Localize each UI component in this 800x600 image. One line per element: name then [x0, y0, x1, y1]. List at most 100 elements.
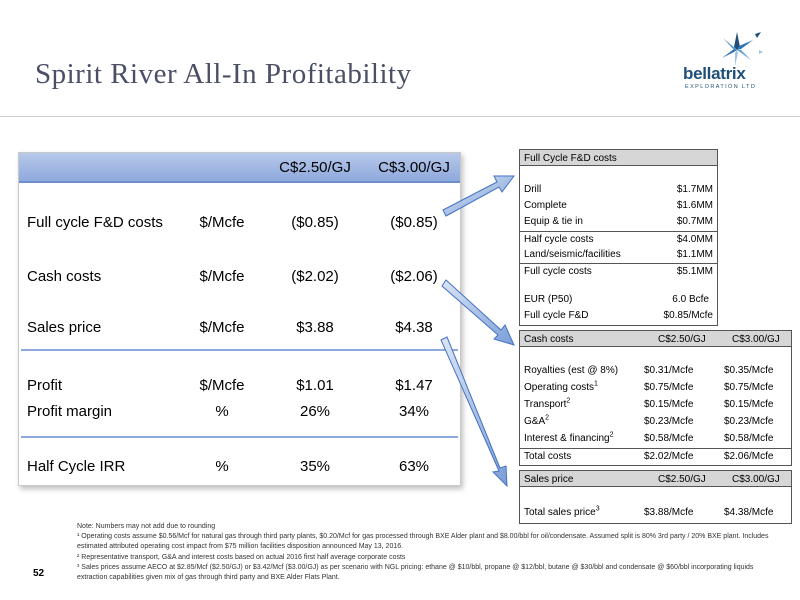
- row-value-2-50: 26%: [299, 403, 331, 420]
- column-header-3-00: C$3.00/GJ: [732, 474, 780, 485]
- footnote-marker: 2: [566, 397, 571, 405]
- row-value-2-50: $1.01: [296, 377, 334, 394]
- row-value-3-00: $0.23/Mcfe: [724, 416, 774, 427]
- row-label: Total sales price3: [524, 505, 600, 518]
- row-unit: $/Mcfe: [199, 319, 245, 336]
- fd-costs-header: Full Cycle F&D costs: [520, 150, 717, 166]
- row-label: Half cycle costs: [524, 234, 594, 245]
- row-label: Royalties (est @ 8%): [524, 365, 619, 376]
- row-label-text: Operating costs: [524, 382, 595, 393]
- row-value-3-00: ($0.85): [390, 214, 438, 231]
- footnote-marker: 2: [545, 414, 550, 422]
- cash-costs-table: Cash costs C$2.50/GJ C$3.00/GJ Royalties…: [519, 330, 792, 466]
- row-label-text: Transport: [524, 399, 567, 410]
- footnote-2: ² Representative transport, G&A and inte…: [77, 553, 406, 561]
- row-divider: [520, 448, 791, 449]
- row-label: EUR (P50): [524, 294, 573, 305]
- table-row: Transport2 $0.15/Mcfe $0.15/Mcfe: [520, 398, 791, 412]
- row-label: Total costs: [524, 451, 572, 462]
- row-value-3-00: $4.38/Mcfe: [724, 507, 774, 518]
- table-row: EUR (P50) 6.0 Bcfe: [520, 293, 717, 307]
- row-label: Interest & financing2: [524, 431, 614, 444]
- row-unit: $/Mcfe: [199, 377, 245, 394]
- row-value-2-50: $2.02/Mcfe: [644, 451, 694, 462]
- row-label: Full cycle F&D costs: [27, 214, 163, 231]
- profitability-table-header: C$2.50/GJ C$3.00/GJ: [19, 153, 460, 183]
- row-value: $0.7MM: [676, 216, 713, 227]
- row-label: Profit margin: [27, 403, 113, 420]
- column-header-3-00: C$3.00/GJ: [732, 334, 780, 345]
- row-value-2-50: $3.88/Mcfe: [644, 507, 694, 518]
- table-row: Total sales price3 $3.88/Mcfe $4.38/Mcfe: [520, 506, 791, 520]
- sales-price-title: Sales price: [524, 474, 574, 485]
- table-row: Operating costs1 $0.75/Mcfe $0.75/Mcfe: [520, 381, 791, 395]
- row-value: $1.6MM: [676, 200, 713, 211]
- logo-subtitle: EXPLORATION LTD: [685, 84, 757, 90]
- row-value-2-50: $3.88: [296, 319, 334, 336]
- star-logo-icon: [722, 32, 763, 66]
- row-label-text: Total sales price: [524, 507, 596, 518]
- title-divider: [0, 116, 800, 117]
- row-value-3-00: $2.06/Mcfe: [724, 451, 774, 462]
- row-label: Full cycle costs: [524, 266, 592, 277]
- row-value-3-00: $4.38: [395, 319, 433, 336]
- row-value-3-00: ($2.06): [390, 268, 438, 285]
- row-value-3-00: $0.75/Mcfe: [724, 382, 774, 393]
- table-row: G&A2 $0.23/Mcfe $0.23/Mcfe: [520, 415, 791, 429]
- row-label: Sales price: [27, 319, 102, 336]
- sales-price-table: Sales price C$2.50/GJ C$3.00/GJ Total sa…: [519, 470, 792, 524]
- company-logo: bellatrix EXPLORATION LTD: [677, 28, 777, 98]
- row-value-2-50: ($0.85): [291, 214, 339, 231]
- row-value: $1.1MM: [676, 249, 713, 260]
- row-value-2-50: $0.15/Mcfe: [644, 399, 694, 410]
- table-row: Land/seismic/facilities $1.1MM: [520, 248, 717, 262]
- fd-costs-title: Full Cycle F&D costs: [524, 153, 617, 164]
- row-value-2-50: $0.23/Mcfe: [644, 416, 694, 427]
- fd-costs-table: Full Cycle F&D costs Drill $1.7MM Complet…: [519, 149, 718, 326]
- column-header-2-50: C$2.50/GJ: [658, 334, 706, 345]
- row-divider: [520, 231, 717, 232]
- page-number: 52: [33, 568, 45, 579]
- row-value-3-00: $0.15/Mcfe: [724, 399, 774, 410]
- footnote-1: ¹ Operating costs assume $0.56/Mcf for n…: [77, 533, 769, 551]
- row-label: Land/seismic/facilities: [524, 249, 621, 260]
- table-row: Complete $1.6MM: [520, 199, 717, 213]
- row-value: $0.85/Mcfe: [663, 310, 713, 321]
- row-label: Drill: [524, 184, 542, 195]
- row-value-2-50: $0.31/Mcfe: [644, 365, 694, 376]
- profitability-table: C$2.50/GJ C$3.00/GJ Full cycle F&D costs…: [18, 152, 461, 486]
- row-unit: $/Mcfe: [199, 268, 245, 285]
- row-label: Equip & tie in: [524, 216, 583, 227]
- row-label: Operating costs1: [524, 381, 598, 393]
- row-value-2-50: $0.75/Mcfe: [644, 382, 694, 393]
- footnote-3: ³ Sales prices assume AECO at $2.85/Mcf …: [77, 563, 754, 582]
- row-value-3-00: 63%: [398, 458, 430, 475]
- footnote-marker: 3: [595, 505, 600, 513]
- row-label: Transport2: [524, 397, 571, 410]
- row-label: Half Cycle IRR: [27, 458, 126, 475]
- row-value-2-50: 35%: [299, 458, 331, 475]
- table-row: Royalties (est @ 8%) $0.31/Mcfe $0.35/Mcfe: [520, 364, 791, 378]
- table-row: Interest & financing2 $0.58/Mcfe $0.58/Mcf…: [520, 432, 791, 446]
- row-label-text: G&A: [524, 416, 546, 427]
- row-value-2-50: $0.58/Mcfe: [644, 433, 694, 444]
- row-value: $1.7MM: [676, 184, 713, 195]
- footnotes: Note: Numbers may not add due to roundin…: [77, 522, 777, 583]
- table-row: Equip & tie in $0.7MM: [520, 215, 717, 229]
- row-divider: [520, 263, 717, 264]
- table-row: Full cycle F&D $0.85/Mcfe: [520, 309, 717, 323]
- column-header-2-50: C$2.50/GJ: [279, 159, 351, 176]
- row-label: Cash costs: [27, 268, 102, 285]
- row-value: 6.0 Bcfe: [672, 294, 709, 305]
- row-label: Profit: [27, 377, 63, 394]
- row-unit: %: [215, 458, 229, 475]
- row-label: G&A2: [524, 414, 550, 427]
- row-value: $5.1MM: [676, 266, 713, 277]
- table-row: Full cycle costs $5.1MM: [520, 265, 717, 279]
- logo-wordmark: bellatrix: [683, 64, 746, 83]
- row-value-3-00: $1.47: [395, 377, 433, 394]
- row-unit: $/Mcfe: [199, 214, 245, 231]
- table-row: Drill $1.7MM: [520, 183, 717, 197]
- sales-price-header: Sales price C$2.50/GJ C$3.00/GJ: [520, 471, 791, 487]
- footnote-marker: 2: [609, 431, 614, 439]
